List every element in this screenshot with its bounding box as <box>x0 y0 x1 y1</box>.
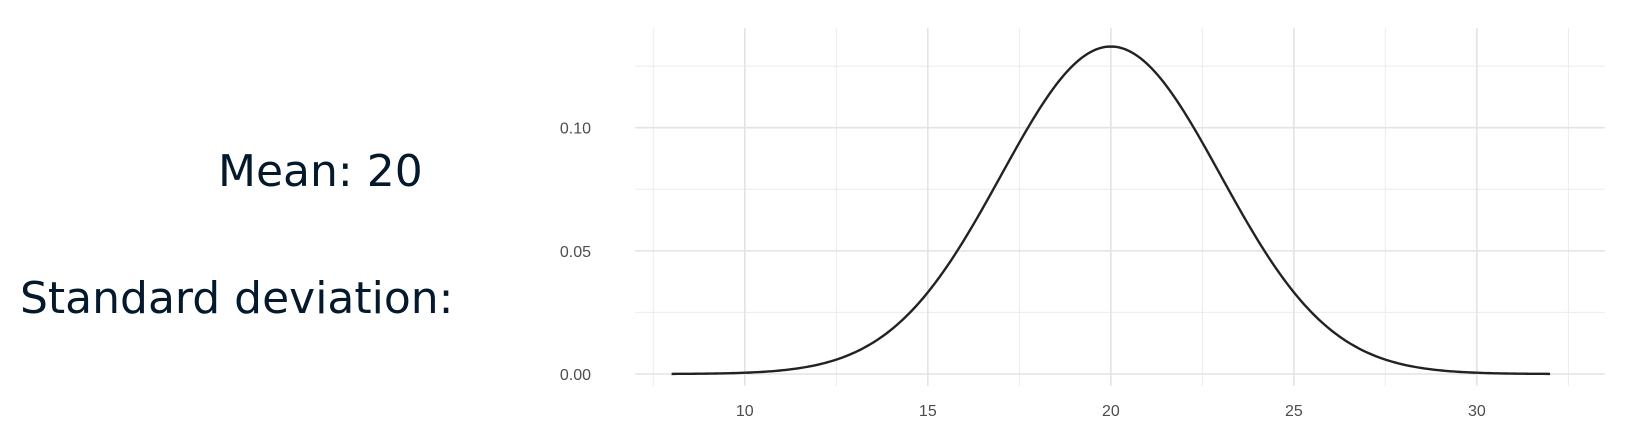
x-tick-label: 20 <box>1102 403 1120 420</box>
x-tick-label: 15 <box>919 403 937 420</box>
stats-panel: Mean: 20 Standard deviation: <box>0 0 560 432</box>
x-tick-label: 30 <box>1468 403 1486 420</box>
x-axis-ticks: 10 15 20 25 30 <box>736 403 1486 420</box>
density-curve <box>671 45 1551 376</box>
y-tick-label: 0.05 <box>560 244 591 261</box>
x-tick-label: 10 <box>736 403 754 420</box>
density-curve-layer <box>671 45 1551 376</box>
y-tick-label: 0.00 <box>560 367 591 384</box>
y-axis-ticks: 0.00 0.05 0.10 <box>560 121 591 384</box>
y-tick-label: 0.10 <box>560 121 591 138</box>
minor-gridlines <box>635 28 1605 386</box>
standard-deviation-label: Standard deviation: <box>20 273 454 324</box>
mean-label: Mean: 20 <box>218 146 423 197</box>
x-tick-label: 25 <box>1285 403 1303 420</box>
major-gridlines <box>635 28 1605 386</box>
